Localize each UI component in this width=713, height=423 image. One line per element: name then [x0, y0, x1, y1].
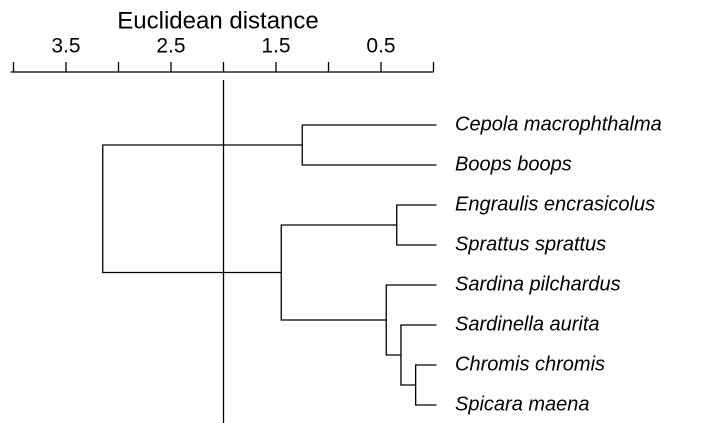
leaf-label: Sardina pilchardus: [455, 273, 621, 295]
leaf-label: Engraulis encrasicolus: [455, 193, 655, 215]
dendrogram-link: [400, 324, 437, 386]
dendrogram-link: [102, 144, 303, 274]
x-tick-label: 1.5: [261, 35, 290, 58]
leaf-label: Spicara maena: [455, 393, 590, 415]
leaf-label: Cepola macrophthalma: [455, 113, 662, 135]
leaf-label: Sprattus sprattus: [455, 233, 606, 255]
dendrogram-link: [280, 224, 397, 321]
axis-title: Euclidean distance: [117, 7, 318, 34]
leaf-label: Chromis chromis: [455, 353, 605, 375]
dendrogram-link: [385, 284, 437, 356]
leaf-label: Sardinella aurita: [455, 313, 600, 335]
dendrogram-link: [396, 204, 437, 246]
dendrogram-link: [301, 124, 437, 166]
x-tick-label: 0.5: [366, 35, 395, 58]
x-tick-label: 2.5: [156, 35, 185, 58]
x-tick-label: 3.5: [51, 35, 80, 58]
leaf-label: Boops boops: [455, 153, 572, 175]
dendrogram-link: [415, 364, 437, 406]
